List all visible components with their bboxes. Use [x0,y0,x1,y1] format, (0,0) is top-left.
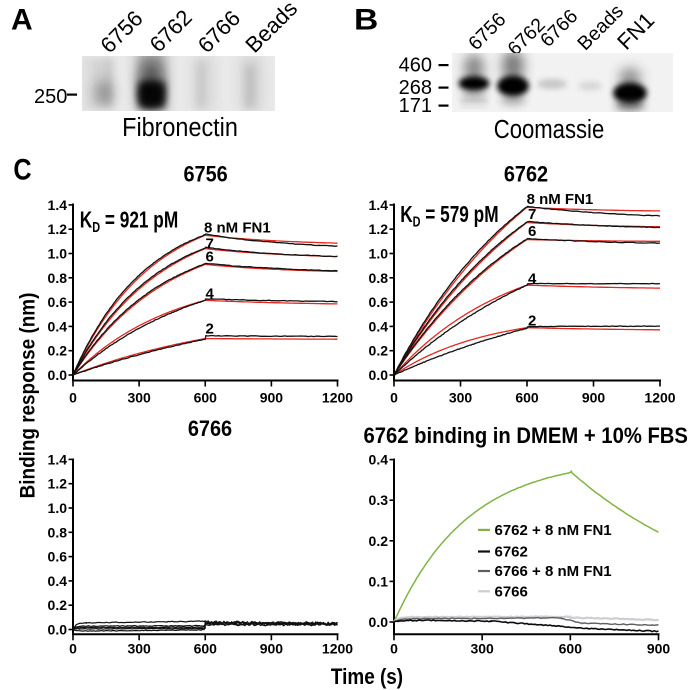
svg-text:0.8: 0.8 [369,270,389,286]
svg-text:171: 171 [399,95,432,117]
svg-text:Fibronectin: Fibronectin [122,114,238,142]
svg-text:0.0: 0.0 [369,614,389,630]
svg-text:1.0: 1.0 [48,500,68,516]
svg-text:900: 900 [260,389,284,405]
svg-text:6762: 6762 [495,544,528,561]
svg-text:600: 600 [194,640,218,656]
svg-text:1.4: 1.4 [48,451,68,467]
svg-text:0.2: 0.2 [369,343,389,359]
svg-text:6: 6 [528,223,536,240]
svg-text:900: 900 [647,640,671,656]
svg-text:0.8: 0.8 [48,524,68,540]
svg-text:1.2: 1.2 [48,221,68,237]
svg-text:0.4: 0.4 [369,318,389,334]
svg-text:B: B [354,2,378,36]
svg-text:0.6: 0.6 [369,294,389,310]
svg-text:6762 binding in DMEM + 10% FBS: 6762 binding in DMEM + 10% FBS [363,424,687,448]
svg-text:600: 600 [559,640,583,656]
svg-text:6762: 6762 [504,162,548,186]
svg-text:7: 7 [528,206,536,223]
svg-text:0.2: 0.2 [48,597,68,613]
svg-text:0.8: 0.8 [48,270,68,286]
svg-text:6766 + 8 nM FN1: 6766 + 8 nM FN1 [495,563,612,580]
svg-text:0.4: 0.4 [369,452,389,468]
svg-text:0: 0 [390,389,398,405]
svg-text:250: 250 [34,86,67,108]
svg-text:0.0: 0.0 [48,622,68,638]
svg-text:6: 6 [206,249,214,266]
svg-text:6762 + 8 nM FN1: 6762 + 8 nM FN1 [495,522,612,539]
svg-text:300: 300 [127,640,151,656]
svg-text:2: 2 [206,321,214,338]
svg-text:4: 4 [528,270,537,287]
svg-text:1.4: 1.4 [48,197,68,213]
svg-text:0.0: 0.0 [369,367,389,383]
svg-text:0.2: 0.2 [369,533,389,549]
svg-text:0: 0 [390,640,398,656]
svg-text:Binding response (nm): Binding response (nm) [17,293,40,499]
svg-text:7: 7 [206,236,214,253]
svg-text:300: 300 [127,389,151,405]
svg-text:1200: 1200 [644,389,675,405]
svg-text:300: 300 [470,640,494,656]
svg-text:6766: 6766 [495,584,528,601]
svg-text:600: 600 [194,389,218,405]
svg-text:1.2: 1.2 [369,221,389,237]
svg-text:1.0: 1.0 [48,246,68,262]
svg-text:0: 0 [69,389,77,405]
svg-text:0.6: 0.6 [48,294,68,310]
svg-text:0.0: 0.0 [48,367,68,383]
svg-text:0.1: 0.1 [369,573,389,589]
svg-text:4: 4 [206,286,215,303]
svg-text:0.4: 0.4 [48,318,68,334]
svg-text:0.6: 0.6 [48,549,68,565]
svg-text:1.0: 1.0 [369,246,389,262]
svg-text:A: A [11,4,33,37]
svg-text:2: 2 [528,312,536,329]
svg-text:KD = 921 pM: KD = 921 pM [80,208,178,235]
svg-text:900: 900 [582,389,606,405]
svg-text:6756: 6756 [183,162,227,186]
svg-text:0.2: 0.2 [48,343,68,359]
svg-text:6766: 6766 [188,417,232,441]
svg-text:300: 300 [449,389,473,405]
svg-text:8 nM FN1: 8 nM FN1 [527,191,594,208]
svg-text:1200: 1200 [322,389,353,405]
svg-text:0.4: 0.4 [48,573,68,589]
svg-text:268: 268 [399,77,432,99]
svg-text:600: 600 [515,389,539,405]
svg-text:0: 0 [69,640,77,656]
svg-text:Time (s): Time (s) [331,665,403,690]
svg-text:460: 460 [399,55,432,77]
svg-text:Coomassie: Coomassie [494,115,604,144]
svg-text:1.2: 1.2 [48,476,68,492]
svg-text:8 nM FN1: 8 nM FN1 [204,220,271,237]
svg-text:0.3: 0.3 [369,492,389,508]
svg-text:C: C [13,152,31,186]
svg-text:1.4: 1.4 [369,197,389,213]
svg-text:900: 900 [260,640,284,656]
svg-text:1200: 1200 [322,640,353,656]
